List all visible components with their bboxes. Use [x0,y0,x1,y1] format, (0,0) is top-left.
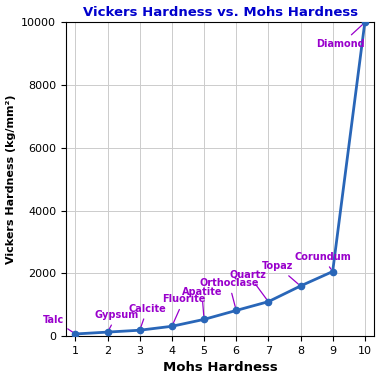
X-axis label: Mohs Hardness: Mohs Hardness [163,361,277,374]
Title: Vickers Hardness vs. Mohs Hardness: Vickers Hardness vs. Mohs Hardness [82,6,358,19]
Text: Topaz: Topaz [262,261,298,284]
Text: Gypsum: Gypsum [95,310,139,329]
Text: Diamond: Diamond [317,24,365,49]
Text: Fluorite: Fluorite [162,294,206,324]
Y-axis label: Vickers Hardness (kg/mm²): Vickers Hardness (kg/mm²) [6,95,16,264]
Text: Talc: Talc [43,315,73,332]
Text: Calcite: Calcite [128,304,166,328]
Text: Quartz: Quartz [230,269,267,299]
Text: Corundum: Corundum [294,252,351,269]
Text: Orthoclase: Orthoclase [199,278,259,308]
Text: Apatite: Apatite [182,287,222,317]
